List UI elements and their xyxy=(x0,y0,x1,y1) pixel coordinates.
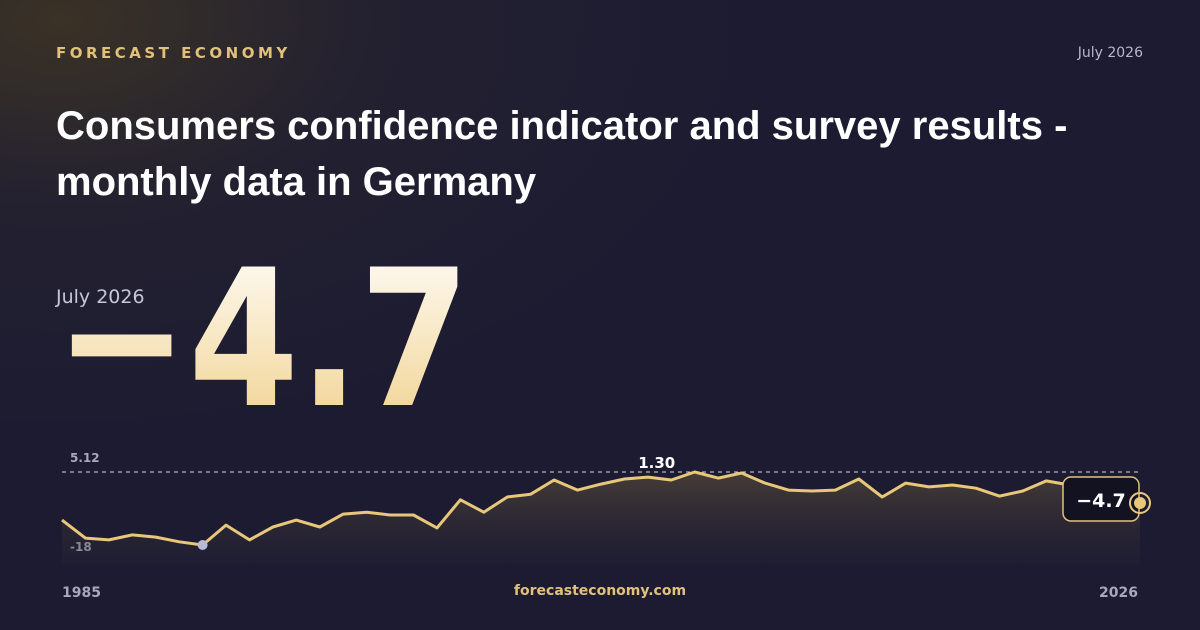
y-tick-label: 5.12 xyxy=(70,451,100,465)
brand: FORECAST ECONOMY xyxy=(56,44,291,62)
peak-label: 1.30 xyxy=(638,454,675,472)
title: Consumers confidence indicator and surve… xyxy=(56,104,1068,204)
footer: forecasteconomy.com xyxy=(513,583,687,599)
x-label: 1985 xyxy=(62,585,101,601)
headline-value: −4.7 xyxy=(55,229,470,450)
line xyxy=(61,470,1141,547)
area xyxy=(62,472,1140,565)
min-point xyxy=(197,540,208,550)
end-point xyxy=(1134,497,1146,510)
end-label: −4.7 xyxy=(1076,490,1126,512)
end-ring xyxy=(1129,492,1151,515)
date: July 2026 xyxy=(1077,45,1143,61)
headline-label: July 2026 xyxy=(56,286,145,308)
x-label: 2026 xyxy=(1099,585,1138,601)
